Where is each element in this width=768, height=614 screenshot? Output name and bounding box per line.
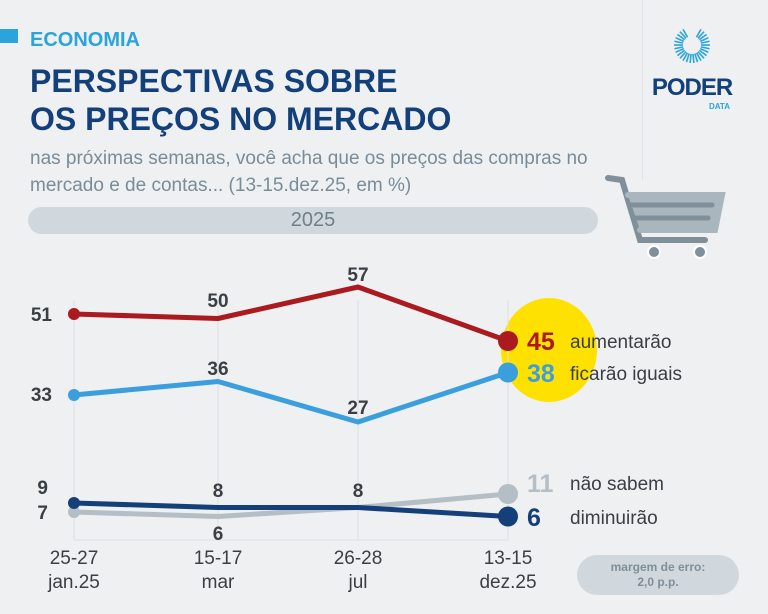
divider	[642, 0, 643, 180]
series-line	[73, 370, 509, 425]
end-value: 38	[527, 360, 555, 388]
section-marker	[0, 29, 18, 43]
data-label: 33	[31, 385, 52, 406]
series-name: ficarão iguais	[570, 364, 682, 385]
x-tick-label: 26-28 jul	[334, 548, 383, 593]
sun-ray	[679, 31, 687, 39]
sun-logo-icon	[674, 29, 710, 63]
point-end	[498, 506, 518, 527]
sun-ray	[695, 29, 702, 38]
margin-label: margem de erro:	[610, 560, 706, 574]
sun-ray	[674, 46, 684, 50]
sun-ray	[689, 53, 692, 63]
sun-ray	[676, 49, 686, 57]
data-label: 36	[207, 359, 228, 380]
title-line-2: OS PREÇOS NO MERCADO	[30, 101, 452, 137]
sun-ray	[676, 33, 686, 41]
sun-ray	[697, 51, 705, 59]
series-name: aumentarão	[570, 332, 671, 353]
data-label: 9	[37, 478, 48, 499]
sun-ray	[685, 53, 690, 63]
data-label: 7	[37, 503, 48, 524]
x-tick-line: mar	[202, 572, 235, 593]
logo-sub: DATA	[708, 102, 730, 111]
margin-value: 2,0 p.p.	[637, 575, 679, 589]
x-tick-line: jul	[347, 572, 367, 593]
end-value: 6	[527, 504, 541, 532]
point	[68, 497, 80, 509]
x-tick-line: 25-27	[50, 548, 99, 569]
series-line	[73, 491, 509, 519]
sun-ray	[675, 47, 685, 54]
sun-ray	[682, 52, 689, 61]
year-band: 2025	[28, 207, 598, 234]
sun-ray	[699, 47, 709, 54]
series-line	[73, 284, 509, 344]
data-label: 6	[213, 524, 224, 545]
logo-name: PODER	[651, 74, 733, 101]
data-label: 8	[213, 481, 224, 502]
series-line	[73, 500, 509, 519]
series-name: diminuirão	[570, 508, 658, 529]
x-tick-line: 15-17	[194, 548, 243, 569]
section-label: ECONOMIA	[30, 29, 140, 51]
sun-ray	[697, 31, 705, 39]
point	[68, 506, 80, 518]
sun-ray	[699, 36, 709, 43]
sun-ray	[682, 29, 689, 38]
point-end	[498, 484, 518, 504]
title-line-1: PERSPECTIVAS SOBRE	[30, 63, 398, 99]
sun-ray	[694, 53, 699, 63]
data-label: 57	[347, 265, 368, 286]
data-label: 51	[31, 305, 53, 326]
x-tick-line: 26-28	[334, 548, 383, 569]
x-tick-label: 15-17 mar	[194, 548, 243, 593]
point-end	[498, 362, 518, 383]
series-name: não sabem	[570, 474, 664, 495]
data-label: 27	[347, 398, 368, 419]
end-value: 45	[527, 328, 555, 356]
sun-ray	[700, 46, 710, 50]
x-tick-line: jan.25	[47, 572, 100, 593]
data-label: 8	[353, 481, 364, 502]
sun-ray	[675, 36, 685, 43]
margin-of-error: margem de erro: 2,0 p.p.	[577, 555, 739, 595]
x-tick-label: 13-15 dez.25	[479, 548, 536, 593]
cart-icon	[605, 175, 726, 259]
point	[68, 308, 80, 320]
subtitle: nas próximas semanas, você acha que os p…	[30, 148, 588, 196]
sun-ray	[674, 40, 684, 44]
x-tick-line: 13-15	[484, 548, 533, 569]
sun-ray	[698, 49, 708, 57]
sun-ray	[695, 52, 702, 61]
point-end	[498, 331, 518, 351]
x-tick-line: dez.25	[479, 572, 536, 593]
sun-ray	[679, 51, 687, 59]
highlight-circle	[501, 298, 597, 402]
x-tick-label: 25-27 jan.25	[47, 548, 100, 593]
page-title: PERSPECTIVAS SOBRE OS PREÇOS NO MERCADO	[30, 62, 590, 138]
sun-ray	[692, 53, 695, 63]
point	[68, 389, 80, 401]
sun-ray	[698, 33, 708, 41]
data-label: 50	[207, 291, 228, 312]
logo: PODER DATA	[640, 25, 744, 111]
end-value: 11	[527, 470, 554, 498]
sun-ray	[700, 40, 710, 44]
